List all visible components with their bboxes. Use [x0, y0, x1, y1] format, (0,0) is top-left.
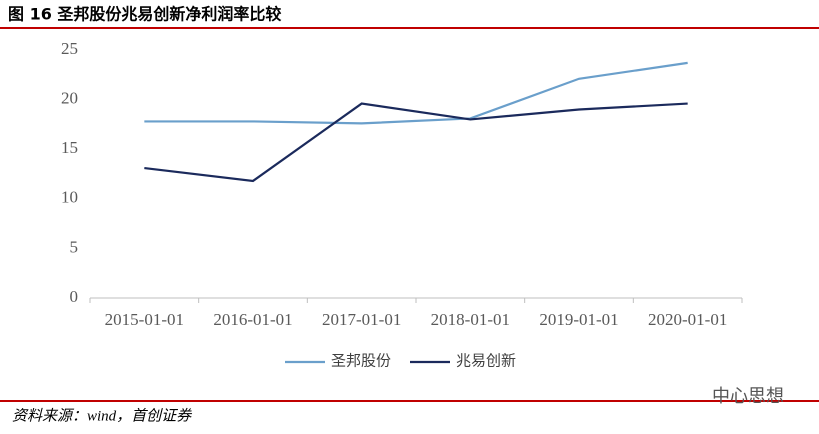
x-tick-label: 2019-01-01 — [539, 310, 618, 329]
y-tick-label: 20 — [61, 89, 78, 108]
x-tick-label: 2018-01-01 — [431, 310, 510, 329]
y-tick-label: 5 — [70, 237, 79, 256]
legend-label: 兆易创新 — [456, 352, 516, 369]
y-tick-label: 0 — [70, 287, 79, 306]
chart-title: 图 16 圣邦股份兆易创新净利润率比较 — [8, 5, 281, 24]
x-tick-label: 2017-01-01 — [322, 310, 401, 329]
y-tick-label: 15 — [61, 138, 78, 157]
source-note: 资料来源：wind，首创证券 — [12, 407, 192, 424]
x-tick-label: 2020-01-01 — [648, 310, 727, 329]
legend-label: 圣邦股份 — [331, 352, 391, 369]
y-tick-label: 25 — [61, 39, 78, 58]
y-tick-label: 10 — [61, 188, 78, 207]
watermark: 中心思想 — [712, 386, 784, 407]
x-tick-label: 2016-01-01 — [213, 310, 292, 329]
series-line — [144, 102, 688, 183]
x-tick-label: 2015-01-01 — [105, 310, 184, 329]
series-line — [144, 61, 688, 125]
